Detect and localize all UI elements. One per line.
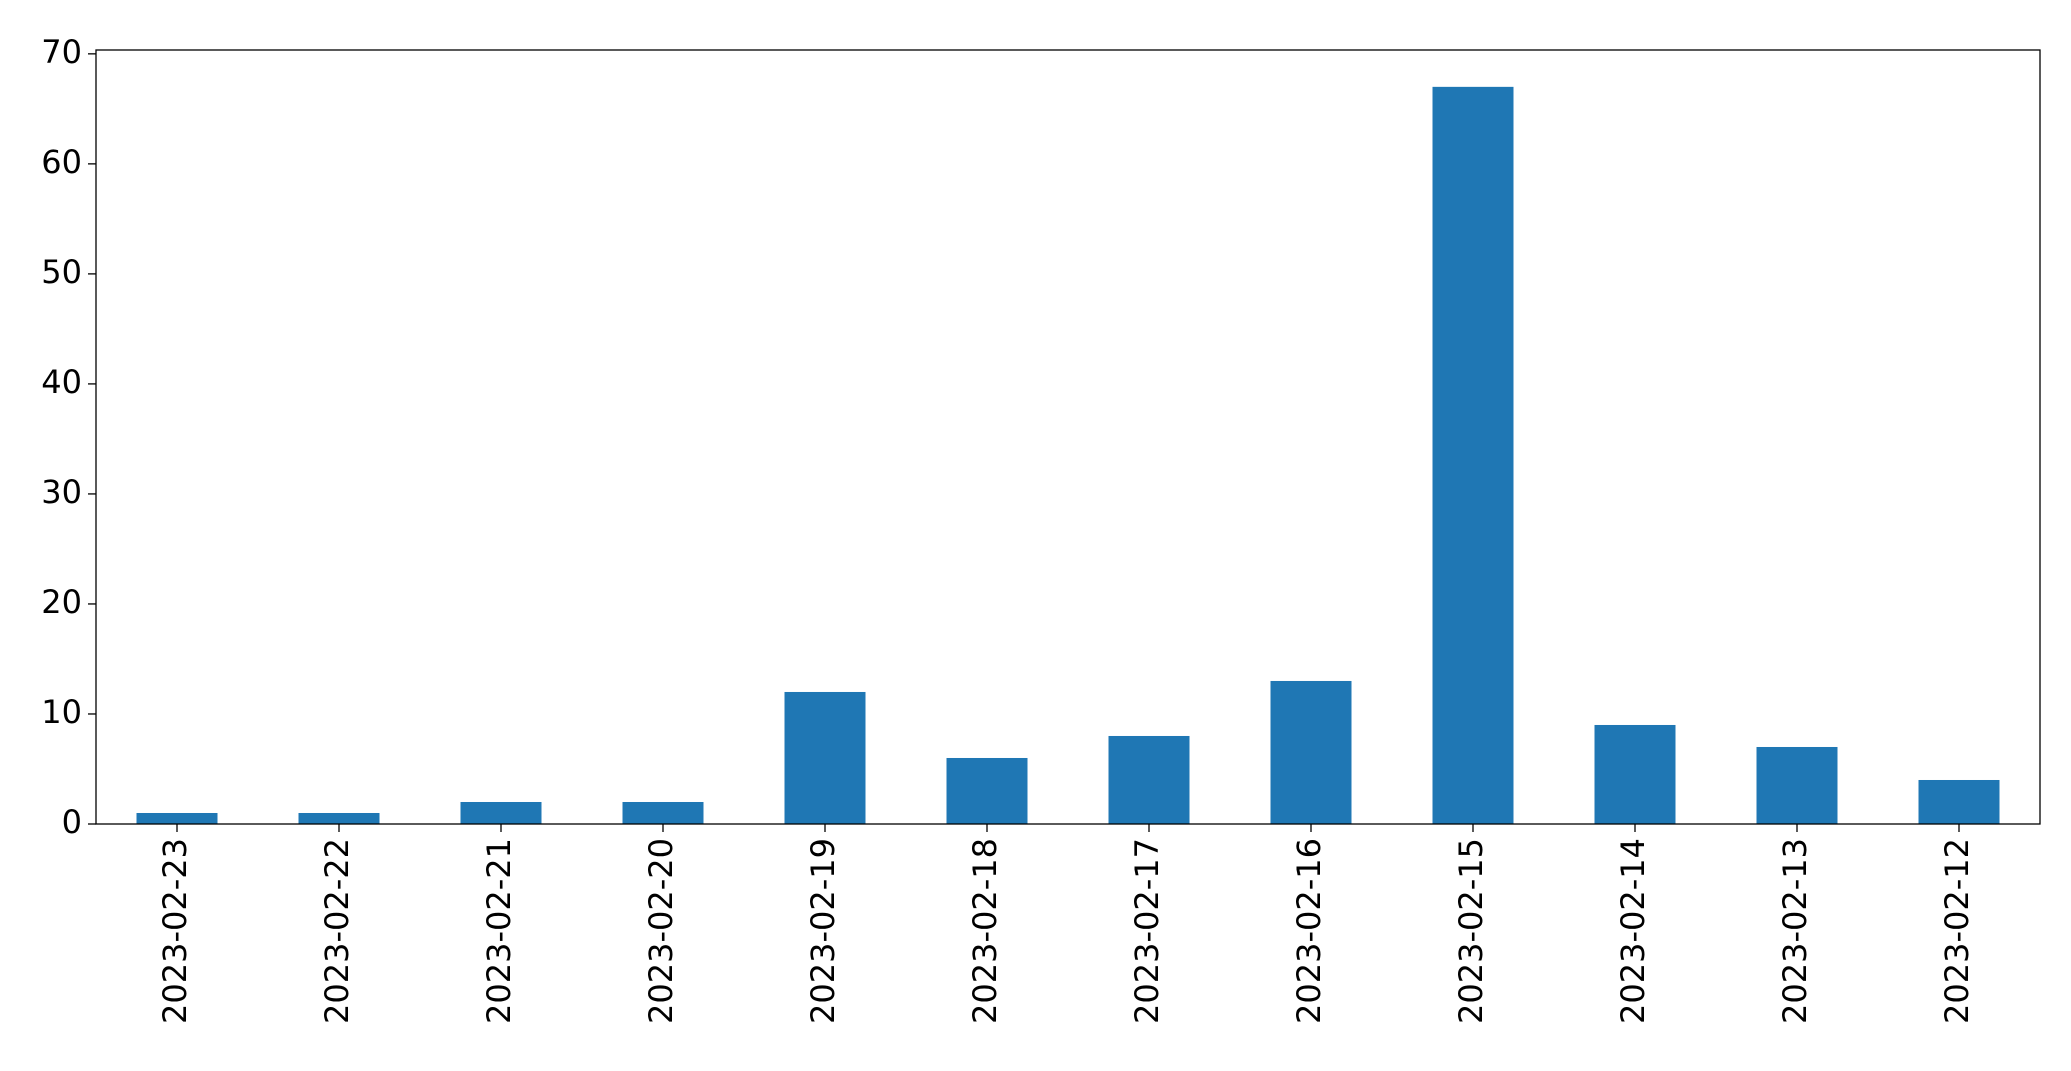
bar: [946, 757, 1028, 824]
x-tick-label: 2023-02-18: [966, 838, 1004, 1024]
x-tick-label: 2023-02-16: [1290, 838, 1328, 1024]
bar: [298, 812, 380, 824]
x-tick-label: 2023-02-22: [318, 838, 356, 1024]
bar: [1108, 735, 1190, 824]
x-tick-label: 2023-02-15: [1452, 838, 1490, 1024]
x-tick-label: 2023-02-21: [480, 838, 518, 1024]
y-tick-label: 50: [41, 253, 82, 291]
bar: [136, 812, 218, 824]
y-tick-label: 60: [41, 143, 82, 181]
bar: [1918, 779, 2000, 824]
y-tick-label: 0: [62, 803, 82, 841]
y-tick-label: 30: [41, 473, 82, 511]
y-tick-label: 20: [41, 583, 82, 621]
bar: [784, 691, 866, 824]
bar: [622, 801, 704, 824]
bar: [1270, 680, 1352, 824]
plot-frame: [95, 49, 2041, 825]
x-tick-label: 2023-02-17: [1128, 838, 1166, 1024]
bar: [1432, 86, 1514, 825]
x-tick-label: 2023-02-23: [156, 838, 194, 1024]
bar: [460, 801, 542, 824]
y-tick-label: 40: [41, 363, 82, 401]
y-tick-label: 70: [41, 33, 82, 71]
x-tick-label: 2023-02-20: [642, 838, 680, 1024]
x-tick-label: 2023-02-13: [1776, 838, 1814, 1024]
x-tick-label: 2023-02-12: [1938, 838, 1976, 1024]
y-tick-label: 10: [41, 693, 82, 731]
x-tick-label: 2023-02-19: [804, 838, 842, 1024]
x-tick-label: 2023-02-14: [1614, 838, 1652, 1024]
bar: [1594, 724, 1676, 824]
bar: [1756, 746, 1838, 824]
